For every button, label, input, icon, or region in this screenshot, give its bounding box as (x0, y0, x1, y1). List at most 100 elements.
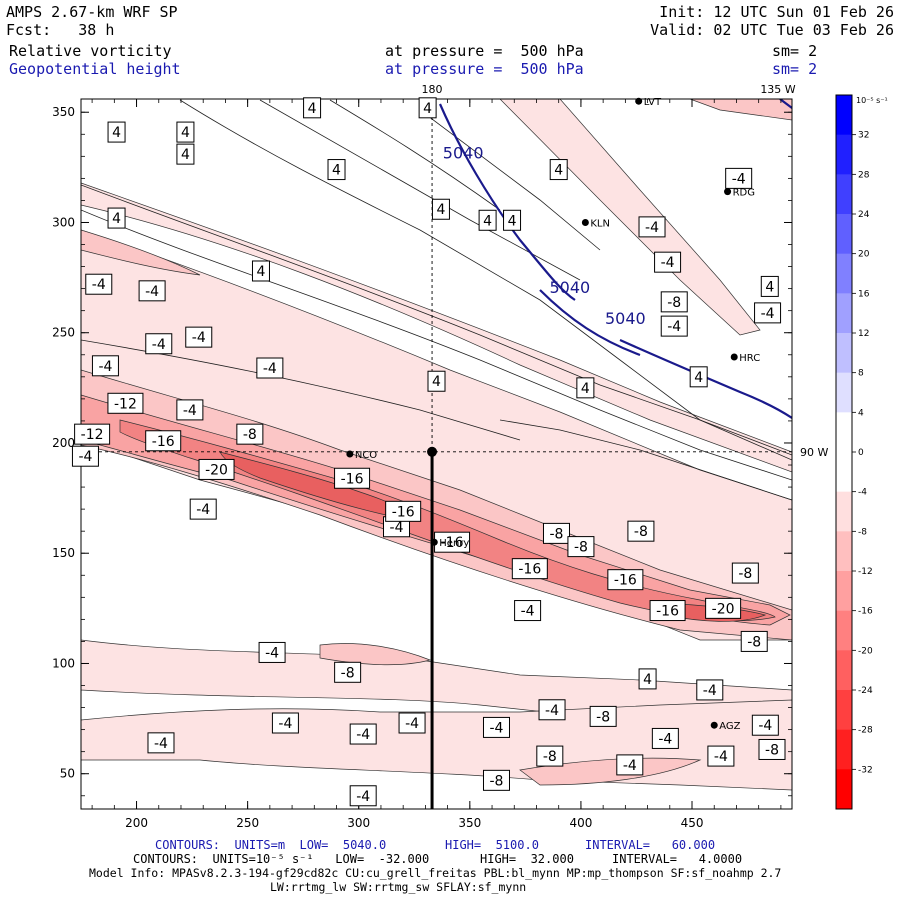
vorticity-label: -4 (490, 720, 504, 736)
pole-marker (427, 446, 438, 457)
field2-level: at pressure = 500 hPa (385, 60, 584, 78)
vorticity-label: -4 (758, 718, 772, 734)
vorticity-label-box (514, 600, 542, 622)
vorticity-label: -8 (738, 566, 752, 582)
label-90w: 90 W (800, 446, 828, 459)
vorticity-label-box (482, 716, 510, 738)
y-tick-label: 350 (52, 105, 75, 119)
field1-level: at pressure = 500 hPa (385, 42, 584, 60)
y-tick-label: 150 (52, 546, 75, 560)
vorticity-label: -4 (521, 604, 535, 620)
vorticity-label-box (189, 498, 217, 520)
vorticity-band-12 (81, 229, 201, 276)
colorbar-tick-label: 32 (858, 131, 869, 141)
vorticity-label-box (549, 159, 568, 181)
station-marker (724, 188, 732, 196)
vorticity-label-box (705, 597, 742, 619)
vorticity-label: -16 (656, 604, 679, 620)
vorticity-label: -8 (490, 773, 504, 789)
vorticity-label: -4 (405, 716, 419, 732)
x-tick-label: 350 (458, 816, 481, 830)
vorticity-label: -8 (574, 540, 588, 556)
vorticity-label-box (145, 333, 173, 355)
vorticity-label-box (107, 121, 126, 143)
vorticity-label: -12 (81, 427, 104, 443)
colorbar-cell (836, 690, 852, 731)
station-marker (430, 538, 438, 546)
height-contour-label: 5040 (443, 144, 484, 163)
vorticity-label-box (398, 712, 426, 734)
valid-time: Valid: 02 UTC Tue 03 Feb 26 (650, 21, 894, 39)
footer-height-high: HIGH= 5100.0 (445, 838, 539, 852)
vorticity-label: -4 (390, 520, 404, 536)
vorticity-label-box (616, 754, 644, 776)
field1-name: Relative vorticity (9, 42, 172, 60)
model-title: AMPS 2.67-km WRF SP (6, 3, 178, 21)
colorbar-tick-label: -12 (858, 567, 873, 577)
vorticity-label-box (482, 769, 510, 791)
vorticity-label-box (431, 198, 450, 220)
vorticity-label-box (538, 699, 566, 721)
station-label: NCO (355, 450, 377, 461)
vorticity-label: -4 (78, 449, 92, 465)
footer-vorticity-interval: INTERVAL= 4.0000 (612, 852, 743, 866)
vorticity-band-11 (519, 757, 702, 786)
vorticity-label-box (71, 445, 99, 467)
vorticity-label: 4 (694, 370, 703, 386)
vorticity-label-box (654, 251, 682, 273)
colorbar-cell (836, 650, 852, 691)
colorbar-tick-label: 0 (858, 448, 864, 458)
vorticity-label: 4 (765, 279, 774, 295)
colorbar-cell (836, 174, 852, 215)
station-label: RDG (733, 188, 755, 199)
vorticity-label-box (74, 423, 111, 445)
colorbar-cell (836, 253, 852, 294)
vorticity-label: -16 (518, 562, 541, 578)
height-contour-5040-1 (438, 103, 576, 301)
vorticity-label-box (536, 745, 564, 767)
vorticity-label: -4 (732, 171, 746, 187)
colorbar-cell (836, 452, 852, 493)
x-tick-label: 200 (125, 816, 148, 830)
vorticity-contour-2 (81, 209, 792, 481)
vorticity-label: -20 (712, 601, 735, 617)
vorticity-band-13 (499, 99, 761, 336)
vorticity-label-box (271, 712, 299, 734)
colorbar-tick-label: 16 (858, 289, 870, 299)
station-label: KLN (590, 218, 610, 229)
vorticity-contour-6 (419, 109, 601, 251)
vorticity-label: -8 (549, 526, 563, 542)
colorbar-tick-label: 12 (858, 329, 869, 339)
vorticity-label: 4 (332, 163, 341, 179)
vorticity-label: 4 (554, 163, 563, 179)
vorticity-label-box (638, 668, 657, 690)
vorticity-label: -8 (747, 634, 761, 650)
vorticity-label-box (91, 355, 119, 377)
vorticity-label: -8 (543, 749, 557, 765)
vorticity-label: -8 (634, 524, 648, 540)
colorbar-tick-label: -28 (858, 726, 873, 736)
vorticity-label-box (176, 399, 204, 421)
vorticity-label-box (256, 357, 284, 379)
colorbar-cell (836, 571, 852, 612)
vorticity-label: -4 (667, 319, 681, 335)
vorticity-label-box (758, 738, 786, 760)
vorticity-band-10 (81, 699, 792, 791)
vorticity-label: -16 (341, 471, 364, 487)
vorticity-label: 4 (423, 101, 432, 117)
colorbar-tick-label: 24 (858, 210, 870, 220)
x-tick-label: 300 (347, 816, 370, 830)
vorticity-contour-1 (81, 184, 792, 456)
colorbar-tick-label: -8 (858, 527, 867, 537)
vorticity-label-box (731, 562, 759, 584)
vorticity-label: 4 (483, 213, 492, 229)
station-label: Henry (439, 538, 469, 549)
footer-vorticity-contours: CONTOURS: UNITS=10⁻⁵ s⁻¹ LOW= -32.000 (133, 852, 430, 866)
field2-smoothing: sm= 2 (772, 60, 818, 78)
colorbar-cell (836, 214, 852, 255)
vorticity-band-1 (81, 182, 792, 473)
vorticity-label: -4 (761, 306, 775, 322)
colorbar-tick-label: -16 (858, 607, 873, 617)
colorbar-cell (836, 729, 852, 770)
